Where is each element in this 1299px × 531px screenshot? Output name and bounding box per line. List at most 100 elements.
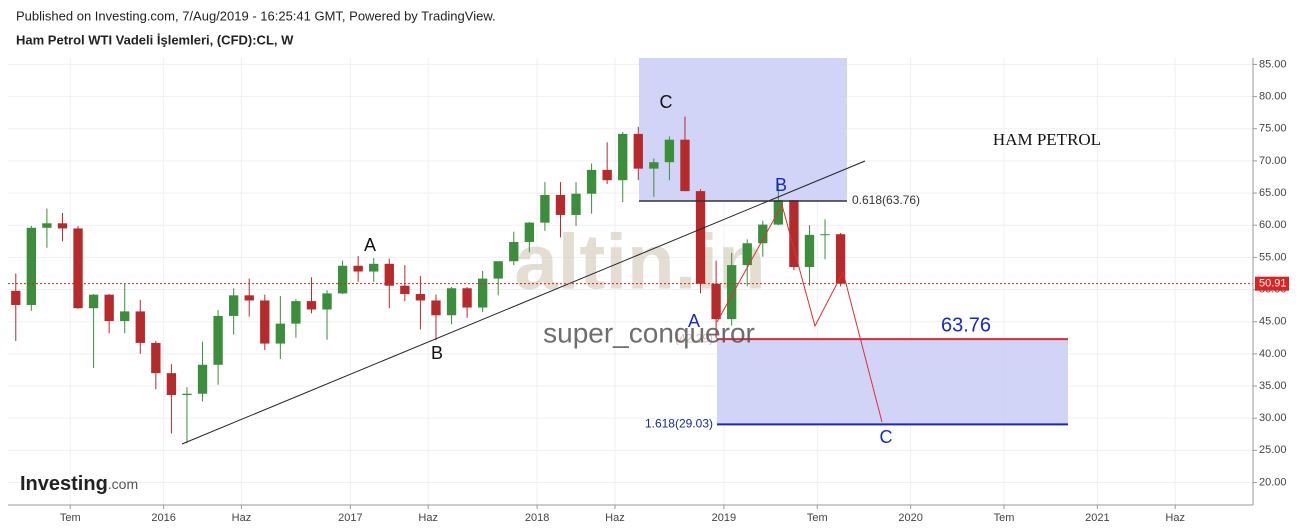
x-tick-label: Haz — [605, 512, 625, 524]
candle-body — [586, 169, 597, 194]
candle-body — [571, 193, 581, 215]
target-zone — [717, 339, 1068, 425]
x-tick-label: 2021 — [1085, 512, 1109, 524]
candle-body — [680, 139, 690, 192]
candle-body — [664, 139, 675, 163]
candle-body — [555, 194, 566, 215]
candle-body — [322, 293, 332, 310]
candle-body — [275, 323, 286, 344]
candle-body — [415, 294, 426, 301]
candle-body — [353, 265, 363, 272]
candle-body — [524, 222, 535, 242]
target-zone — [639, 58, 847, 202]
candle-body — [120, 311, 130, 322]
projection-line — [716, 203, 883, 423]
level-label: (42.29) — [675, 331, 713, 345]
candle-body — [493, 261, 503, 279]
candle-body — [820, 234, 830, 236]
y-tick-label: 30.00 — [1259, 412, 1287, 424]
candle-body — [57, 223, 68, 229]
candle-body — [384, 263, 394, 286]
target-label: 63.76 — [941, 314, 991, 336]
candle-body — [431, 300, 441, 316]
y-tick-label: 45.00 — [1259, 316, 1287, 328]
y-tick-label: 35.00 — [1259, 380, 1287, 392]
x-tick-label: 2019 — [712, 512, 736, 524]
candle-body — [477, 278, 488, 308]
chart-label: HAM PETROL — [993, 130, 1101, 149]
candle-body — [213, 315, 223, 365]
y-tick-label: 85.00 — [1259, 58, 1287, 70]
candle-body — [306, 301, 317, 310]
candle-body — [400, 285, 410, 295]
wave-label: B — [775, 175, 787, 195]
candle-body — [42, 223, 52, 228]
candle-body — [695, 191, 706, 284]
candle-body — [789, 200, 799, 268]
overlay: 50.91 0.618(63.76) (42.29) 1.618(29.03) 63.7… — [8, 92, 1289, 447]
candle-body — [462, 288, 472, 308]
candle-body — [88, 294, 99, 309]
candle-body — [446, 288, 457, 316]
candle-body — [26, 227, 37, 305]
candle-body — [649, 162, 659, 169]
x-tick-label: 2017 — [338, 512, 362, 524]
zones — [639, 58, 1068, 425]
candle-body — [244, 295, 254, 301]
x-tick-label: Tem — [807, 512, 828, 524]
symbol-title: Ham Petrol WTI Vadeli İşlemleri, (CFD):C… — [16, 32, 294, 47]
y-tick-label: 70.00 — [1259, 155, 1287, 167]
y-tick-label: 80.00 — [1259, 90, 1287, 102]
x-tick-label: Haz — [1165, 512, 1185, 524]
candle-body — [151, 342, 161, 374]
x-tick-label: 2020 — [898, 512, 922, 524]
x-tick-label: Tem — [994, 512, 1015, 524]
x-tick-label: Haz — [418, 512, 438, 524]
x-tick-label: Tem — [60, 512, 81, 524]
y-tick-label: 55.00 — [1259, 251, 1287, 263]
candle-body — [11, 290, 21, 305]
candle-body — [197, 364, 208, 394]
wave-label: A — [688, 311, 700, 331]
published-note: Published on Investing.com, 7/Aug/2019 -… — [16, 8, 496, 23]
candle-body — [73, 228, 83, 309]
y-tick-label: 60.00 — [1259, 219, 1287, 231]
candle-body — [509, 241, 519, 262]
level-label: 0.618(63.76) — [852, 193, 920, 207]
candle-body — [291, 301, 301, 324]
candle-body — [602, 169, 612, 181]
last-price-box — [1255, 276, 1289, 291]
author-watermark: super_conqueror — [543, 317, 755, 348]
x-tick-label: Haz — [232, 512, 252, 524]
trend-line — [181, 160, 866, 445]
candle-body — [726, 265, 737, 320]
wave-label: B — [431, 343, 443, 363]
y-tick-label: 40.00 — [1259, 348, 1287, 360]
candle-body — [260, 300, 270, 344]
y-tick-label: 75.00 — [1259, 123, 1287, 135]
candle-body — [742, 243, 752, 266]
wave-label: C — [660, 92, 673, 112]
candle-body — [337, 265, 348, 294]
y-tick-label: 20.00 — [1259, 476, 1287, 488]
candle-body — [369, 263, 379, 272]
last-price-label: 50.91 — [1259, 278, 1287, 290]
x-tick-label: 2016 — [151, 512, 175, 524]
logo: Investing.com — [20, 473, 138, 495]
candle-body — [835, 234, 846, 284]
candle-body — [182, 393, 192, 396]
wave-label: A — [364, 235, 376, 255]
candle-body — [166, 373, 177, 396]
wave-label: C — [880, 427, 893, 447]
candle-body — [711, 283, 721, 320]
candle-body — [633, 133, 643, 169]
watermark: altin.in — [514, 218, 765, 306]
candle-body — [228, 295, 239, 316]
y-tick-label: 65.00 — [1259, 187, 1287, 199]
candle-body — [618, 133, 628, 181]
candle-body — [104, 294, 114, 322]
candle-body — [804, 234, 815, 268]
level-label: 1.618(29.03) — [645, 417, 713, 431]
y-tick-label: 25.00 — [1259, 444, 1287, 456]
